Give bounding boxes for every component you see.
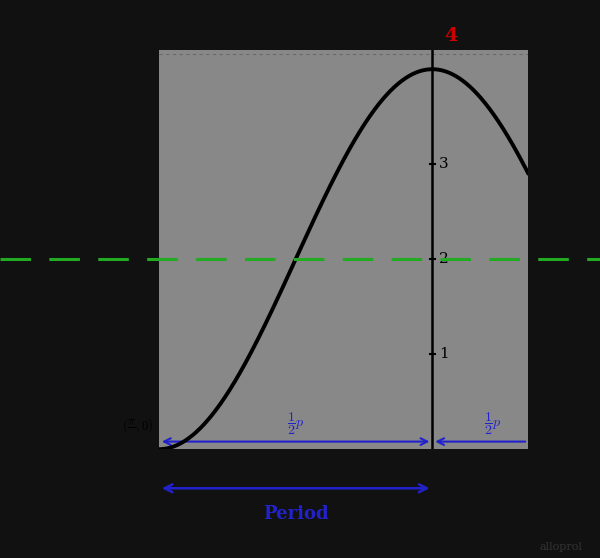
Text: alloprol: alloprol — [539, 542, 582, 552]
Text: $\dfrac{1}{2}p$: $\dfrac{1}{2}p$ — [287, 411, 304, 437]
Text: 2: 2 — [439, 252, 449, 266]
Text: 1: 1 — [439, 347, 449, 361]
Text: Period: Period — [263, 505, 328, 523]
Text: $\dfrac{1}{2}p$: $\dfrac{1}{2}p$ — [484, 411, 502, 437]
Text: 3: 3 — [439, 157, 449, 171]
Text: 4: 4 — [445, 27, 458, 45]
Text: $\left(\dfrac{\pi}{\;},0\right)$: $\left(\dfrac{\pi}{\;},0\right)$ — [122, 417, 153, 436]
